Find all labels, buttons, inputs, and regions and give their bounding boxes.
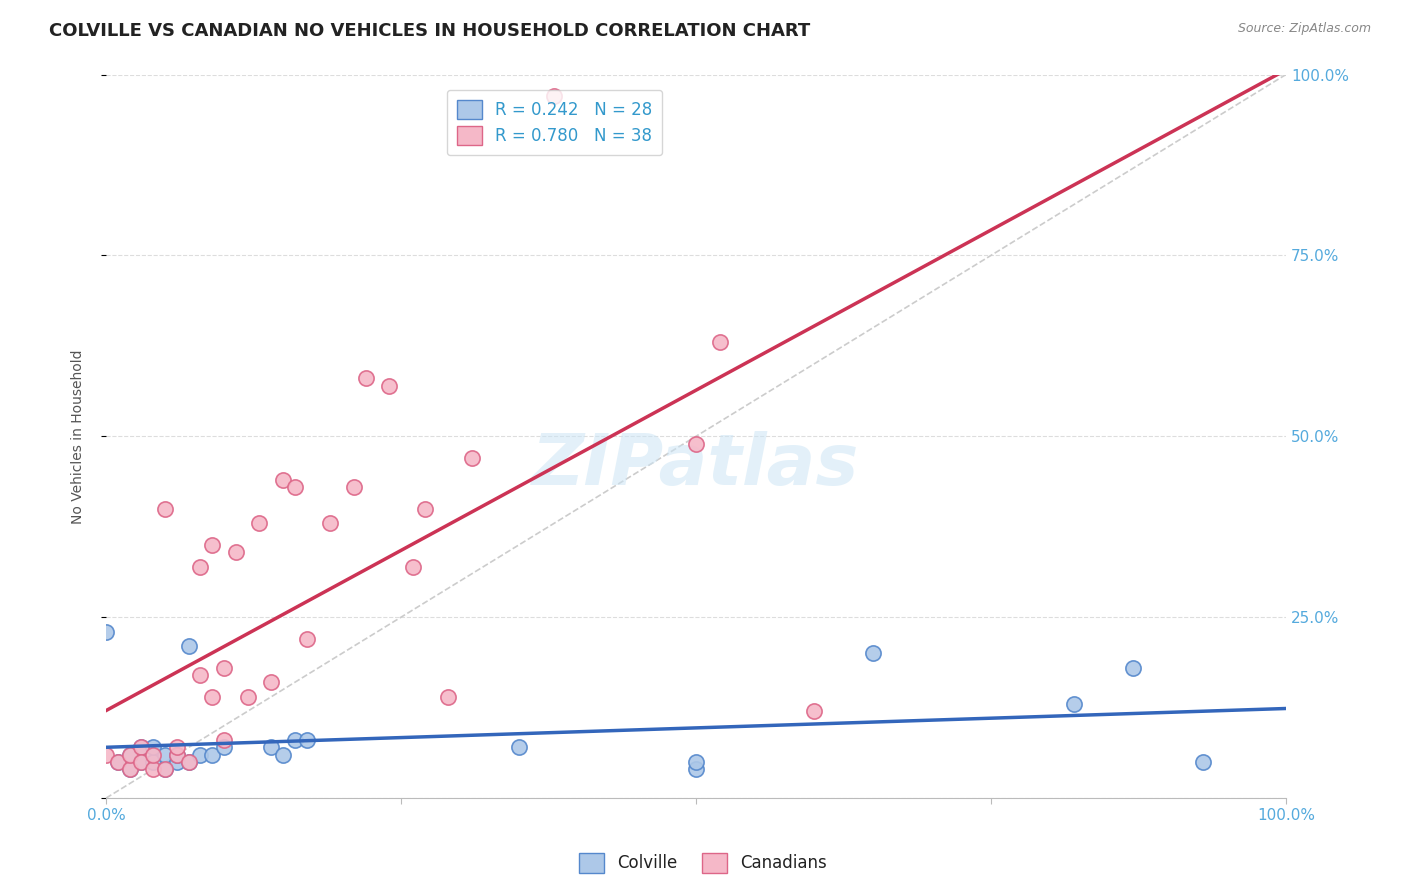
Point [131,755,153,769]
Point [142,762,165,776]
Point [260,675,283,690]
Point [107,755,129,769]
Point [236,690,259,704]
Point [94,747,117,762]
Point [249,516,271,530]
Point [177,755,200,769]
Legend: R = 0.242   N = 28, R = 0.780   N = 38: R = 0.242 N = 28, R = 0.780 N = 38 [447,90,662,155]
Point [271,473,294,487]
Point [437,690,460,704]
Point [212,661,235,675]
Point [295,632,318,646]
Point [166,747,188,762]
Point [295,733,318,747]
Point [508,740,530,755]
Point [225,545,247,559]
Point [131,740,153,755]
Point [803,704,825,718]
Point [153,747,176,762]
Point [118,762,141,776]
Point [319,516,342,530]
Point [260,740,283,755]
Point [190,559,212,574]
Point [131,740,153,755]
Point [685,755,707,769]
Point [685,762,707,776]
Point [177,639,200,653]
Text: COLVILLE VS CANADIAN NO VEHICLES IN HOUSEHOLD CORRELATION CHART: COLVILLE VS CANADIAN NO VEHICLES IN HOUS… [49,22,810,40]
Point [343,480,366,494]
Point [190,668,212,682]
Point [212,733,235,747]
Point [153,501,176,516]
Point [118,762,141,776]
Text: Source: ZipAtlas.com: Source: ZipAtlas.com [1237,22,1371,36]
Point [378,378,401,392]
Point [166,747,188,762]
Point [413,501,436,516]
Point [709,335,731,350]
Point [94,624,117,639]
Legend: Colville, Canadians: Colville, Canadians [572,847,834,880]
Point [284,733,307,747]
Point [107,755,129,769]
Point [1122,661,1144,675]
Point [118,747,141,762]
Point [201,538,224,552]
Point [543,89,565,103]
Point [166,740,188,755]
Point [212,740,235,755]
Point [142,740,165,755]
Point [131,755,153,769]
Y-axis label: No Vehicles in Household: No Vehicles in Household [72,349,86,524]
Point [153,762,176,776]
Point [142,755,165,769]
Point [461,450,484,465]
Point [284,480,307,494]
Point [153,762,176,776]
Point [1192,755,1215,769]
Point [271,747,294,762]
Point [118,747,141,762]
Point [142,747,165,762]
Point [1063,697,1085,711]
Point [402,559,425,574]
Point [201,747,224,762]
Point [166,755,188,769]
Text: ZIPatlas: ZIPatlas [533,431,859,500]
Point [201,690,224,704]
Point [862,646,884,660]
Point [177,755,200,769]
Point [354,371,377,385]
Point [685,436,707,450]
Point [190,747,212,762]
